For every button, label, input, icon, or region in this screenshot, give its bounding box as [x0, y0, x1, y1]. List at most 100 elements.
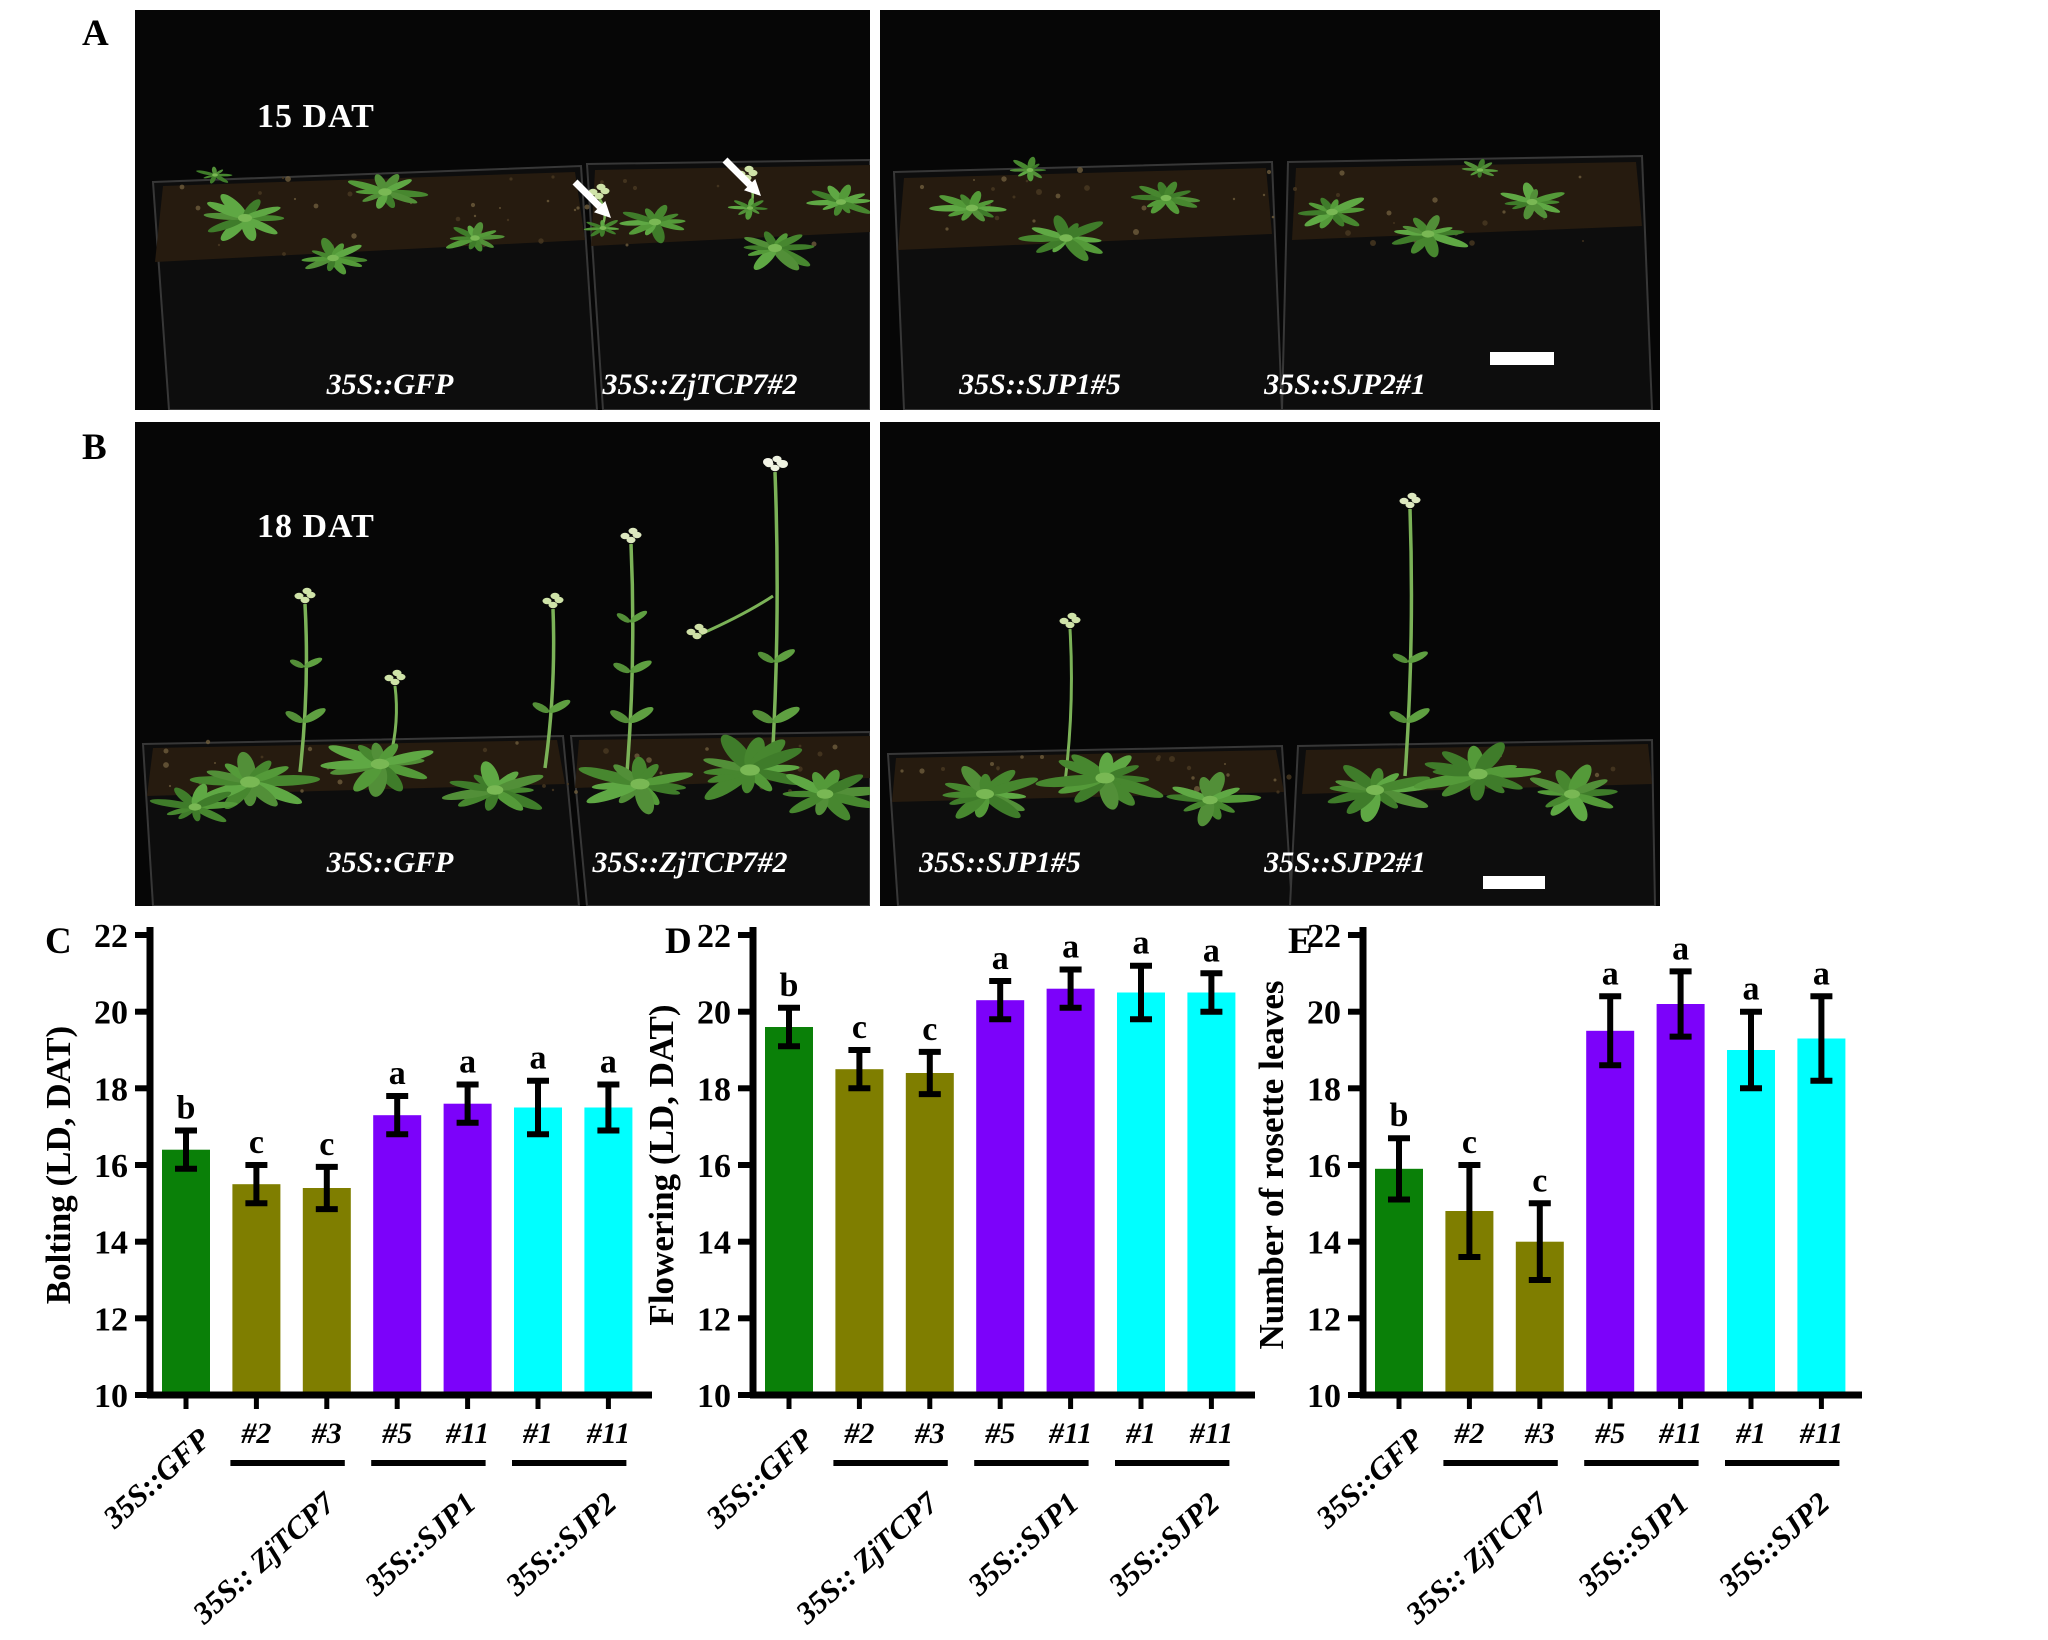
x-group-label: 35S::SJP2 — [1101, 1485, 1226, 1603]
sig-letter: a — [1602, 955, 1619, 992]
error-bar — [1458, 1162, 1481, 1260]
error-bar — [1810, 993, 1833, 1084]
x-group-label: 35S::SJP1 — [357, 1485, 482, 1603]
bar — [443, 1103, 492, 1395]
sig-letter: a — [530, 1040, 547, 1077]
y-tick-label: 12 — [1307, 1301, 1341, 1338]
pot-label-a-gfp: 35S::GFP — [326, 368, 454, 401]
x-tick-label: #5 — [984, 1417, 1015, 1450]
sig-letter: a — [600, 1044, 617, 1081]
sig-letter: c — [249, 1124, 264, 1161]
x-group-label: 35S:: ZjTCP7 — [185, 1484, 343, 1631]
bar — [232, 1184, 281, 1395]
x-group-label: 35S:: ZjTCP7 — [788, 1484, 946, 1631]
x-tick-label: #1 — [522, 1417, 553, 1450]
bar — [1187, 992, 1236, 1395]
bar — [1046, 988, 1095, 1395]
sig-letter: b — [1390, 1097, 1409, 1134]
pot-label-a-sjp1: 35S::SJP1#5 — [959, 368, 1121, 401]
error-bar — [597, 1081, 620, 1134]
bar — [514, 1107, 562, 1395]
pot-label-b-sjp2: 35S::SJP2#1 — [1264, 846, 1426, 879]
bar — [1797, 1038, 1846, 1395]
scale-bar-b — [1483, 876, 1545, 889]
panel-b-photo-left: 18 DAT 35S::GFP 35S::ZjTCP7#2 — [135, 422, 870, 906]
y-tick-label: 18 — [94, 1071, 128, 1108]
y-tick-label: 14 — [697, 1225, 731, 1262]
y-tick-label: 14 — [1307, 1225, 1341, 1262]
y-tick-label: 20 — [1307, 995, 1341, 1032]
pot-label-a-sjp2: 35S::SJP2#1 — [1264, 368, 1426, 401]
bar — [162, 1149, 210, 1395]
panel-b-letter: B — [82, 427, 107, 468]
x-tick-label: #3 — [914, 1417, 945, 1450]
bar — [765, 1027, 813, 1395]
x-group-label: 35S::SJP1 — [960, 1485, 1085, 1603]
panel-c-letter: C — [45, 921, 72, 962]
x-group-label: 35S::GFP — [95, 1420, 217, 1535]
x-tick-label: #11 — [1189, 1417, 1233, 1450]
x-group-label: 35S::GFP — [698, 1420, 820, 1535]
x-tick-label: #11 — [1799, 1417, 1843, 1450]
bar — [976, 1000, 1025, 1395]
sig-letter: a — [1813, 955, 1830, 992]
y-tick-label: 22 — [94, 918, 128, 955]
scale-bar-a — [1490, 352, 1554, 365]
error-bar — [386, 1093, 409, 1138]
x-tick-label: #11 — [586, 1417, 630, 1450]
x-group-label: 35S::GFP — [1308, 1420, 1430, 1535]
x-group-label: 35S::SJP2 — [498, 1485, 623, 1603]
sig-letter: a — [389, 1055, 406, 1092]
error-bar — [1200, 970, 1223, 1015]
photo-decoration — [886, 492, 1657, 906]
error-bar — [315, 1163, 338, 1213]
sig-letter: a — [1133, 925, 1150, 962]
error-bar — [1059, 966, 1082, 1011]
y-axis-title: Number of rosette leaves — [1252, 980, 1291, 1349]
y-tick-label: 20 — [697, 995, 731, 1032]
error-bar — [1669, 968, 1692, 1040]
y-tick-label: 10 — [1307, 1378, 1341, 1415]
y-tick-label: 16 — [697, 1148, 731, 1185]
y-tick-label: 12 — [697, 1301, 731, 1338]
panel-e-letter: E — [1288, 921, 1313, 962]
panel-a-photo-right: 35S::SJP1#5 35S::SJP2#1 — [880, 10, 1660, 410]
arrow-icon — [572, 179, 611, 218]
x-group-label: 35S::SJP2 — [1711, 1485, 1836, 1603]
error-bar — [1740, 1008, 1762, 1092]
sig-letter: a — [992, 940, 1009, 977]
panel-a-left-decoration — [151, 157, 870, 410]
error-bar — [1388, 1135, 1410, 1203]
error-bar — [527, 1077, 549, 1138]
y-axis-title: Bolting (LD, DAT) — [39, 1026, 78, 1304]
bar — [373, 1115, 422, 1395]
error-bar — [456, 1081, 479, 1126]
y-tick-label: 18 — [1307, 1071, 1341, 1108]
panel-a-right-decoration — [892, 154, 1654, 410]
error-bar — [918, 1048, 941, 1098]
sig-letter: a — [1743, 971, 1760, 1008]
sig-letter: c — [1462, 1124, 1477, 1161]
x-tick-label: #1 — [1735, 1417, 1766, 1450]
bar — [1375, 1168, 1423, 1395]
error-bar — [778, 1004, 800, 1050]
bar — [584, 1107, 633, 1395]
pot-label-b-zjtcp7: 35S::ZjTCP7#2 — [592, 846, 788, 879]
panel-b-timepoint: 18 DAT — [257, 508, 375, 545]
pot-label-b-sjp1: 35S::SJP1#5 — [919, 846, 1081, 879]
y-tick-label: 20 — [94, 995, 128, 1032]
error-bar — [1599, 993, 1622, 1069]
bar — [905, 1073, 954, 1395]
x-tick-label: #3 — [311, 1417, 342, 1450]
x-group-label: 35S:: ZjTCP7 — [1398, 1484, 1556, 1631]
y-tick-label: 12 — [94, 1301, 128, 1338]
x-tick-label: #11 — [1658, 1417, 1702, 1450]
y-tick-label: 10 — [697, 1378, 731, 1415]
error-bar — [1528, 1200, 1551, 1283]
pot-label-b-gfp: 35S::GFP — [326, 846, 454, 879]
y-tick-label: 22 — [1307, 918, 1341, 955]
sig-letter: c — [319, 1126, 334, 1163]
sig-letter: c — [1532, 1162, 1547, 1199]
